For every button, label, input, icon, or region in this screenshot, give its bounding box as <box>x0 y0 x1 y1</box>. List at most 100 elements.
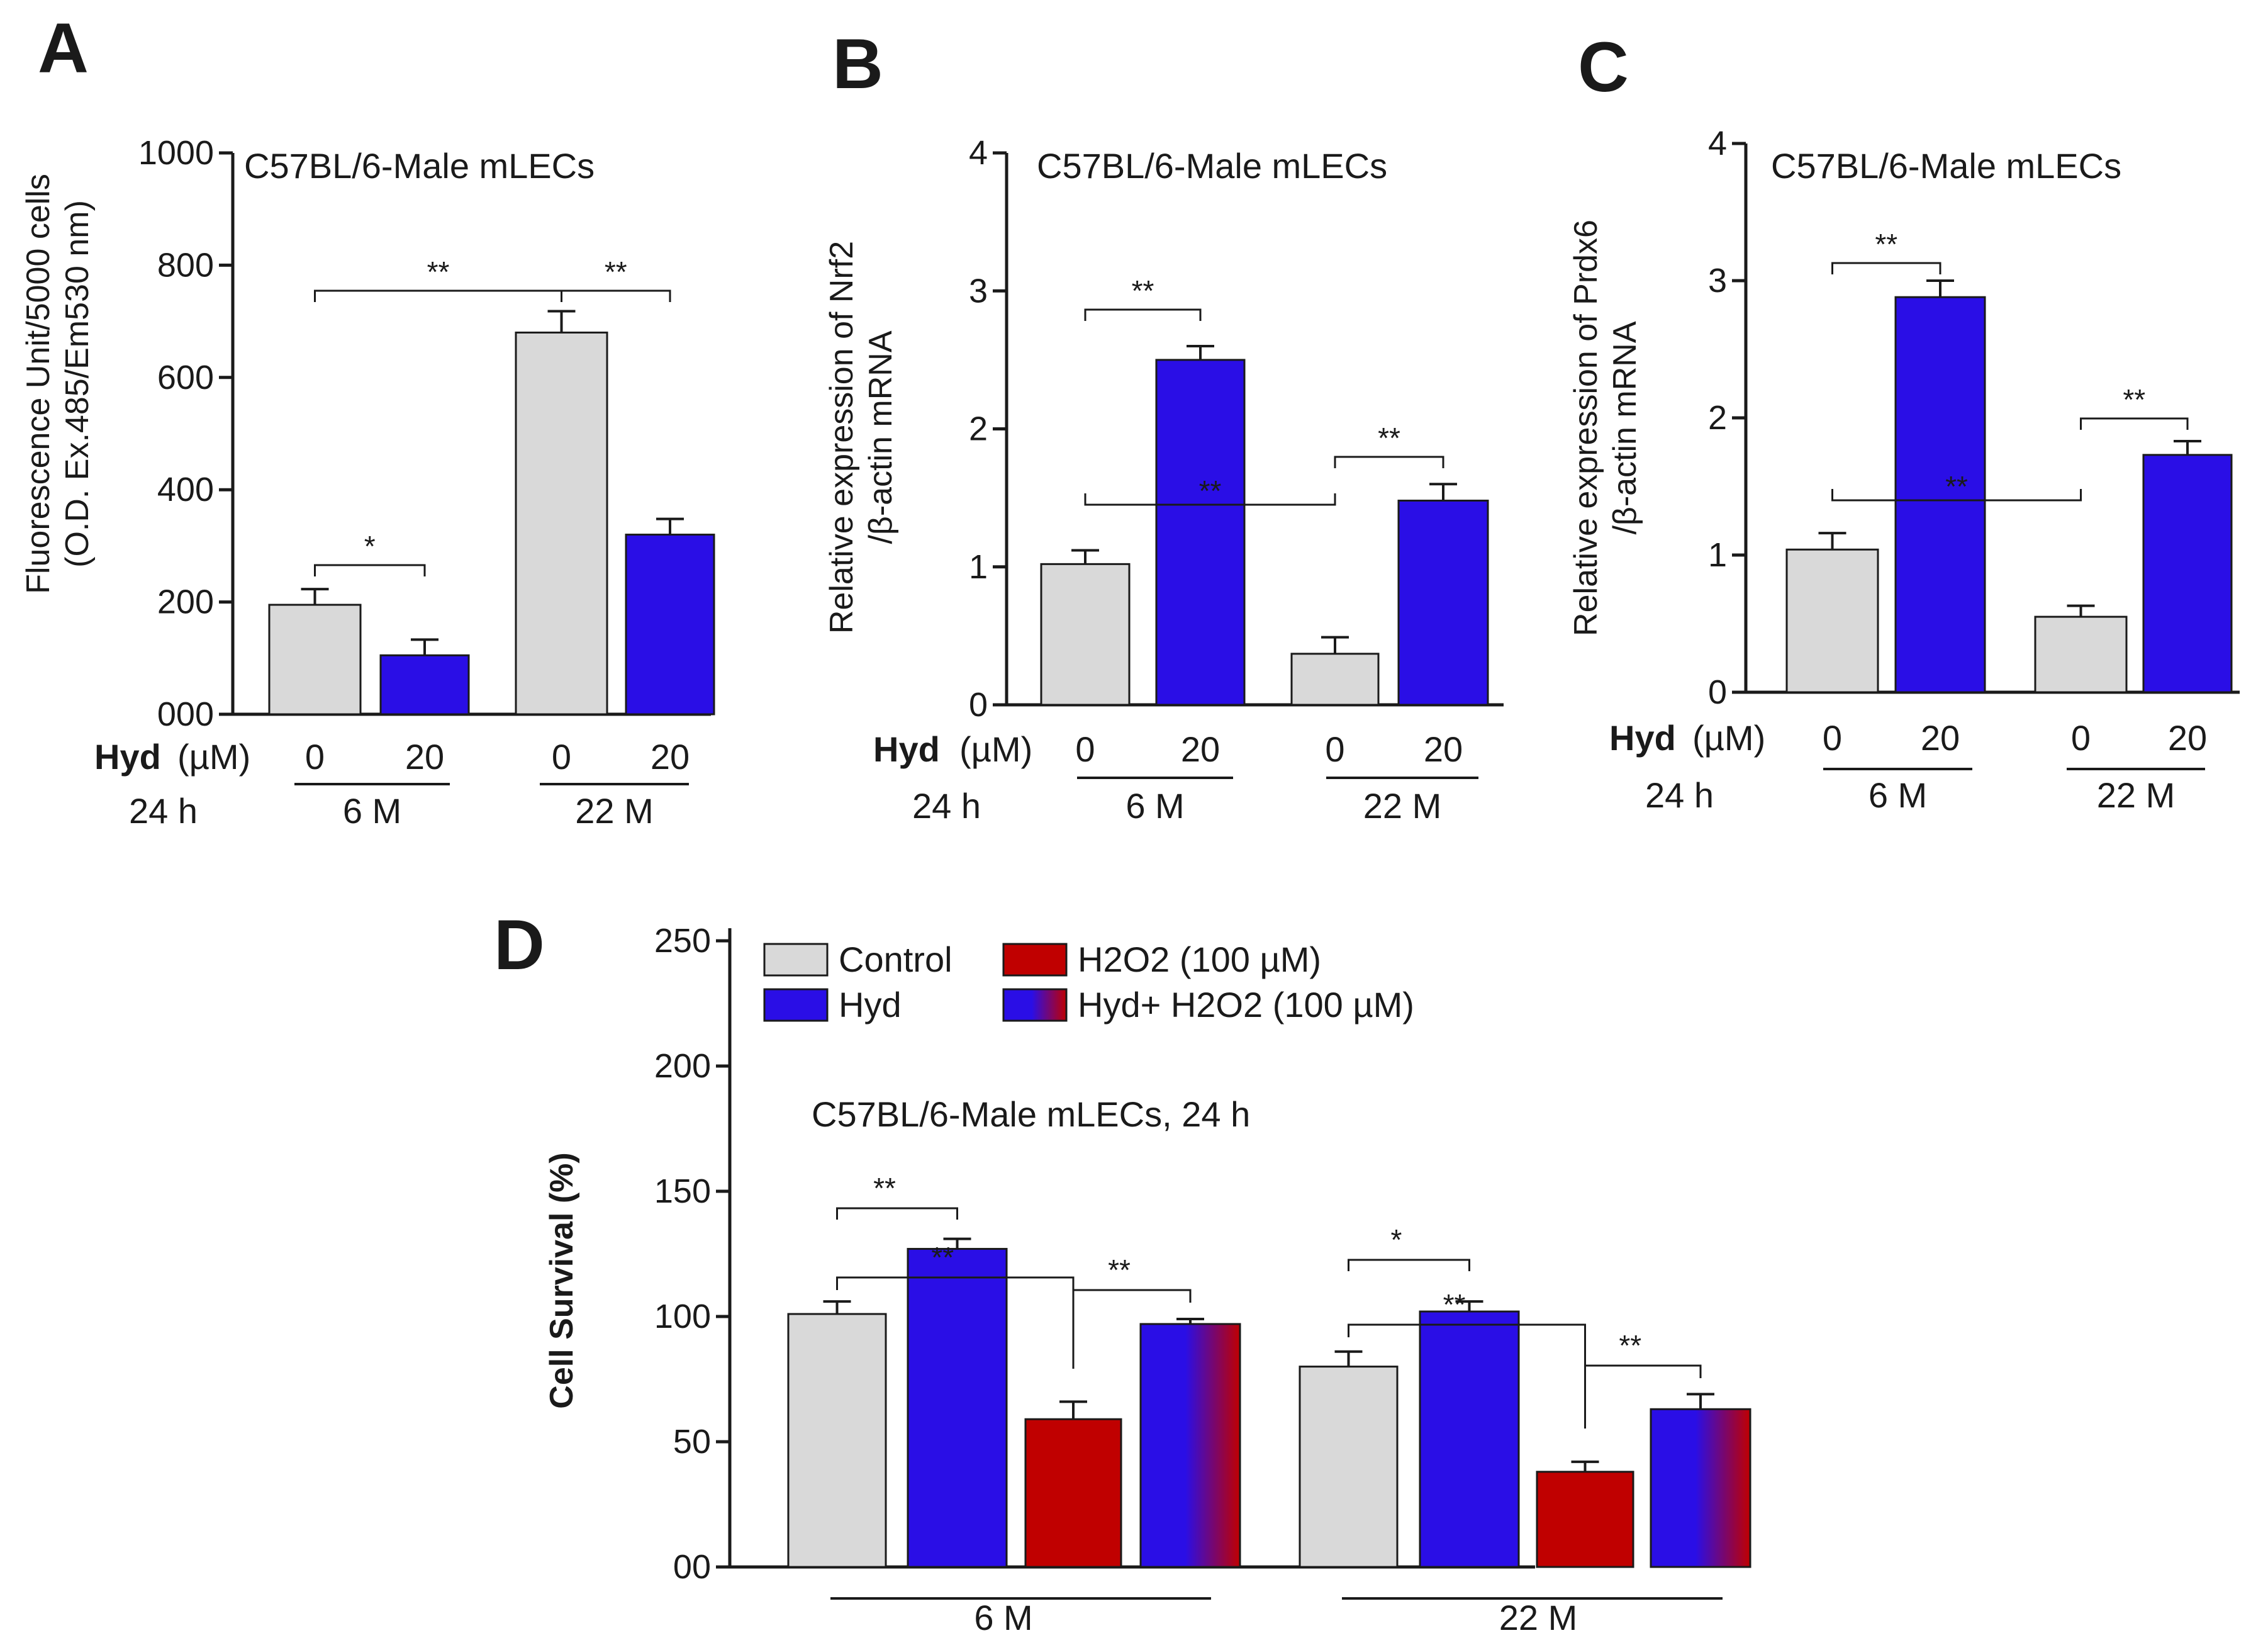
panel-a-title: C57BL/6-Male mLECs <box>244 146 595 186</box>
significance-bracket <box>1348 1323 1586 1391</box>
error-bar <box>1334 1350 1363 1367</box>
y-tick-label: 200 <box>157 583 214 621</box>
significance-label: ** <box>1199 474 1222 507</box>
panel-a-y-label: Fluorescence Unit/5000 cells (O.D. Ex.48… <box>20 174 96 594</box>
panel-b-significance: ** ** ** <box>1084 274 1444 507</box>
significance-label: ** <box>1378 422 1400 454</box>
error-bar <box>943 1237 971 1249</box>
y-tick-label: 2 <box>1708 399 1727 437</box>
significance-bracket <box>314 289 562 302</box>
bar <box>1139 1323 1241 1568</box>
bar <box>1536 1471 1634 1568</box>
significance-bracket <box>1584 1364 1702 1429</box>
significance-label: ** <box>873 1172 896 1204</box>
y-tick-label: 2 <box>969 410 988 448</box>
group-label: 22 M <box>2097 775 2176 815</box>
error-bar <box>1071 549 1099 564</box>
y-tick-label: 1 <box>1708 536 1727 574</box>
panel-c-y-label-line1: Relative expression of Prdx6 <box>1568 220 1604 636</box>
y-tick-label: 4 <box>969 134 988 172</box>
error-bar <box>411 638 439 656</box>
legend-label: Control <box>839 940 952 979</box>
panel-c-treatment-label: Hyd <box>1609 718 1676 758</box>
panel-b-groups: 6 M 22 M <box>1077 777 1478 826</box>
group-label: 6 M <box>1126 786 1184 826</box>
group-label: 6 M <box>974 1598 1032 1637</box>
significance-label: ** <box>605 255 627 288</box>
y-tick-label: 50 <box>673 1423 711 1461</box>
bar <box>2142 454 2233 693</box>
panel-a: A C57BL/6-Male mLECs Fluorescence Unit/5… <box>20 9 715 831</box>
legend-label: Hyd <box>839 985 902 1025</box>
panel-a-time-label: 24 h <box>129 791 198 831</box>
bar <box>1419 1310 1520 1568</box>
dose-label: 0 <box>1075 729 1095 769</box>
panel-c-bars <box>1785 279 2233 693</box>
y-tick-label: 4 <box>1708 125 1727 162</box>
significance-bracket <box>1084 308 1202 321</box>
bar <box>1397 500 1489 706</box>
dose-label: 20 <box>1424 729 1463 769</box>
significance-bracket <box>1072 1289 1192 1366</box>
panel-d-y-ticks: 00 50 100 150 200 250 <box>654 922 730 1586</box>
panel-a-y-label-line2: (O.D. Ex.485/Em530 nm) <box>59 200 96 568</box>
significance-bracket <box>1334 456 1444 468</box>
dose-label: 20 <box>651 737 690 777</box>
y-tick-label: 250 <box>654 922 711 960</box>
panel-b-bars <box>1040 344 1489 706</box>
panel-b-y-label-line2: /β-actin mRNA <box>863 330 899 544</box>
significance-label: ** <box>427 255 450 288</box>
panel-c: C C57BL/6-Male mLECs Relative expression… <box>1568 28 2240 815</box>
y-tick-label: 0 <box>1708 673 1727 711</box>
error-bar <box>301 588 329 605</box>
error-bar <box>547 310 576 333</box>
group-label: 22 M <box>1363 786 1442 826</box>
error-bar <box>1926 279 1954 298</box>
legend-swatch <box>763 988 829 1022</box>
legend-swatch <box>1002 943 1068 977</box>
panel-a-doses: 0 20 0 20 <box>305 737 690 777</box>
error-bar <box>1571 1460 1599 1472</box>
dose-label: 20 <box>1921 718 1960 758</box>
error-bar <box>1818 532 1846 550</box>
dose-label: 20 <box>2168 718 2207 758</box>
panel-a-significance: *** ** <box>314 255 671 576</box>
panel-a-y-ticks: 000 200 400 600 800 1000 <box>138 134 233 733</box>
bar <box>1894 296 1986 693</box>
significance-bracket <box>836 1207 958 1220</box>
panel-c-time-label: 24 h <box>1645 775 1714 815</box>
panel-c-significance: ** ** ** <box>1831 228 2189 503</box>
error-bar <box>1059 1400 1087 1420</box>
significance-bracket <box>1084 493 1336 506</box>
significance-label: * <box>1391 1223 1402 1256</box>
panel-d-legend: Control Hyd H2O2 (100 µM) Hyd+ H2O2 (100 µM… <box>763 940 1414 1025</box>
y-tick-label: 3 <box>969 272 988 310</box>
significance-bracket <box>1348 1259 1470 1271</box>
y-tick-label: 200 <box>654 1047 711 1085</box>
panel-b-doses: 0 20 0 20 <box>1075 729 1463 769</box>
error-bar <box>823 1300 851 1315</box>
significance-bracket <box>561 289 671 302</box>
error-bar <box>2067 604 2095 617</box>
bar <box>625 534 715 716</box>
significance-label: ** <box>1132 274 1154 307</box>
significance-label: * <box>364 530 376 563</box>
dose-label: 0 <box>1823 718 1842 758</box>
y-tick-label: 00 <box>673 1548 711 1586</box>
bar <box>515 331 608 716</box>
bar <box>2034 615 2128 693</box>
panel-c-letter: C <box>1578 28 1629 106</box>
y-tick-label: 0 <box>969 686 988 724</box>
y-tick-label: 150 <box>654 1172 711 1210</box>
dose-label: 0 <box>1325 729 1344 769</box>
bar <box>1650 1408 1751 1568</box>
panel-c-y-label-line2: /β-actin mRNA <box>1607 321 1643 534</box>
dose-label: 20 <box>405 737 444 777</box>
panel-c-doses: 0 20 0 20 <box>1823 718 2207 758</box>
bar <box>268 604 362 716</box>
significance-label: ** <box>931 1241 954 1274</box>
bar <box>1290 653 1380 706</box>
significance-label: ** <box>1443 1288 1466 1321</box>
bar <box>907 1248 1008 1568</box>
y-tick-label: 1000 <box>138 134 214 172</box>
